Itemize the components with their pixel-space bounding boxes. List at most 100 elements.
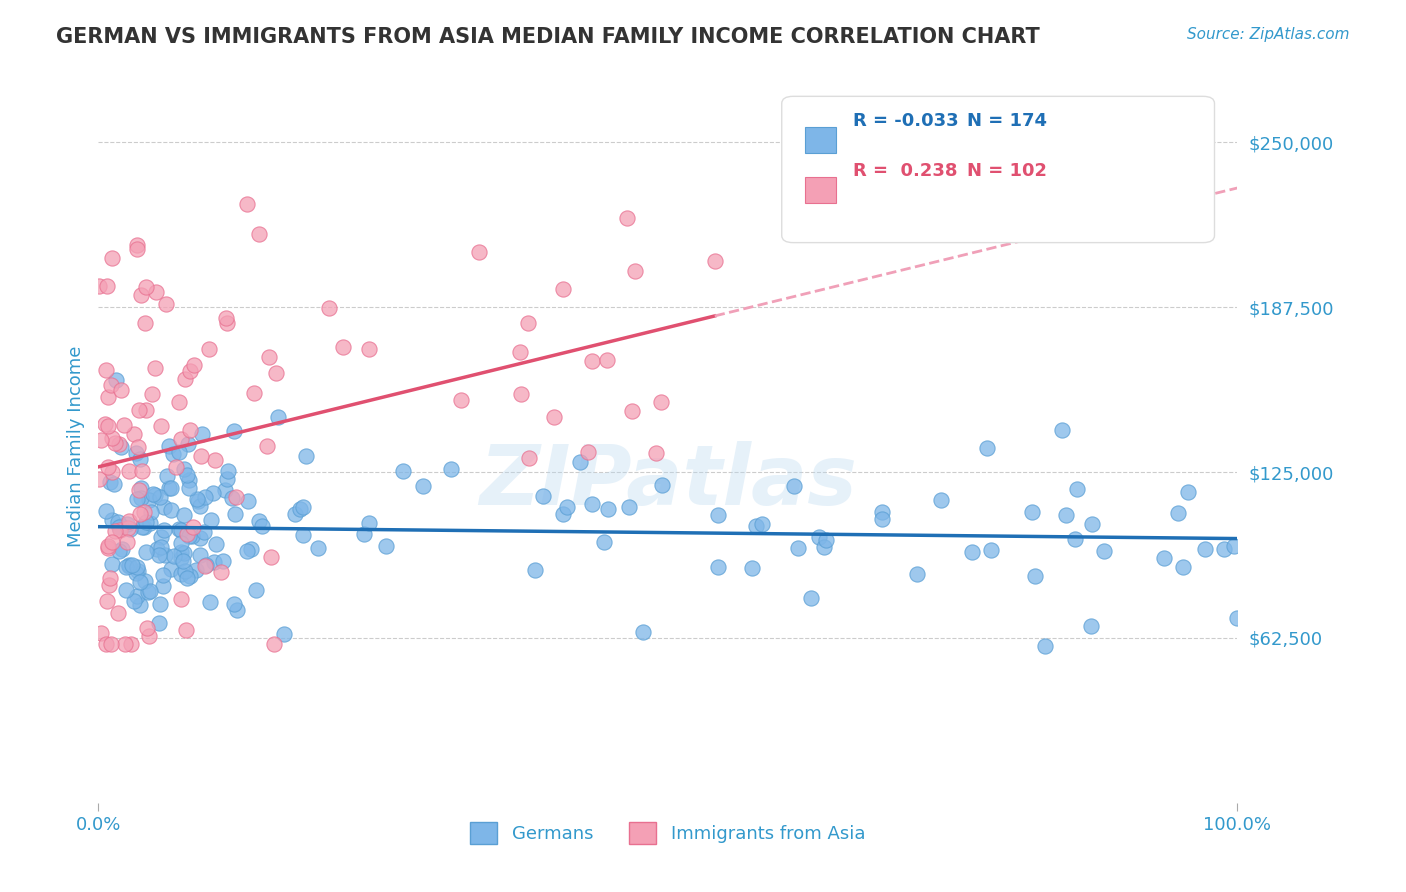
Point: [107, 544, 129, 558]
Point: [800, 591, 823, 605]
Point: [177, 474, 200, 488]
Point: [105, 373, 128, 387]
Point: [193, 524, 215, 539]
Point: [129, 288, 152, 302]
Point: [125, 566, 148, 581]
Point: [259, 350, 281, 364]
Point: [125, 237, 148, 252]
Point: [114, 637, 136, 651]
Text: N = 174: N = 174: [967, 112, 1047, 130]
Point: [146, 542, 169, 557]
Point: [260, 550, 283, 565]
Point: [568, 455, 591, 469]
Point: [1063, 532, 1085, 546]
Point: [111, 542, 134, 557]
Point: [581, 496, 603, 510]
Point: [90, 626, 112, 640]
Point: [256, 439, 278, 453]
Point: [150, 418, 173, 433]
Point: [108, 520, 131, 534]
Point: [101, 251, 124, 265]
Point: [962, 545, 984, 559]
Point: [127, 589, 149, 603]
Point: [214, 483, 236, 498]
Point: [93, 417, 115, 431]
Point: [117, 534, 139, 549]
Point: [96, 594, 118, 608]
Point: [100, 431, 122, 445]
Point: [357, 342, 380, 356]
Point: [551, 282, 574, 296]
Point: [782, 479, 804, 493]
Point: [94, 363, 117, 377]
Point: [134, 505, 156, 519]
Point: [115, 560, 138, 574]
Point: [1080, 618, 1102, 632]
Point: [110, 440, 132, 454]
Point: [1066, 482, 1088, 496]
Point: [205, 537, 228, 551]
Point: [101, 465, 124, 479]
Point: [186, 563, 208, 577]
Point: [160, 502, 183, 516]
Point: [128, 483, 150, 497]
Point: [177, 437, 200, 451]
Point: [145, 488, 167, 502]
Point: [1171, 560, 1194, 574]
Point: [138, 629, 160, 643]
Point: [187, 494, 209, 508]
Point: [808, 530, 831, 544]
Point: [217, 464, 239, 478]
Point: [134, 316, 156, 330]
Point: [172, 554, 194, 568]
Point: [131, 464, 153, 478]
Point: [167, 395, 190, 409]
Point: [176, 571, 198, 585]
Point: [1052, 423, 1074, 437]
Point: [412, 479, 434, 493]
Point: [174, 564, 197, 578]
Point: [217, 316, 239, 330]
Point: [188, 499, 211, 513]
Point: [509, 345, 531, 359]
Point: [247, 514, 270, 528]
Point: [624, 264, 647, 278]
Point: [118, 558, 141, 573]
Point: [557, 500, 579, 515]
Point: [596, 501, 619, 516]
Point: [177, 529, 200, 543]
Point: [128, 598, 150, 612]
Point: [117, 515, 139, 529]
Point: [162, 447, 184, 461]
Point: [173, 462, 195, 476]
Point: [787, 541, 810, 555]
Point: [179, 482, 201, 496]
Point: [204, 453, 226, 467]
Point: [523, 563, 546, 577]
Point: [1081, 517, 1104, 532]
Point: [224, 424, 246, 438]
Point: [620, 404, 643, 418]
Point: [122, 593, 145, 607]
Point: [149, 530, 172, 544]
Point: [150, 541, 173, 555]
Point: [813, 540, 835, 554]
FancyBboxPatch shape: [782, 96, 1215, 243]
Point: [115, 517, 138, 532]
Point: [195, 558, 218, 573]
Point: [131, 491, 153, 506]
Point: [176, 468, 198, 483]
Point: [1092, 544, 1115, 558]
Point: [117, 521, 139, 535]
Point: [332, 340, 354, 354]
Point: [125, 560, 148, 574]
Point: [135, 402, 157, 417]
Point: [118, 522, 141, 536]
Point: [202, 555, 225, 569]
Point: [245, 583, 267, 598]
Point: [201, 485, 224, 500]
Point: [517, 450, 540, 465]
Point: [141, 487, 163, 501]
Point: [100, 377, 122, 392]
Point: [188, 548, 211, 562]
